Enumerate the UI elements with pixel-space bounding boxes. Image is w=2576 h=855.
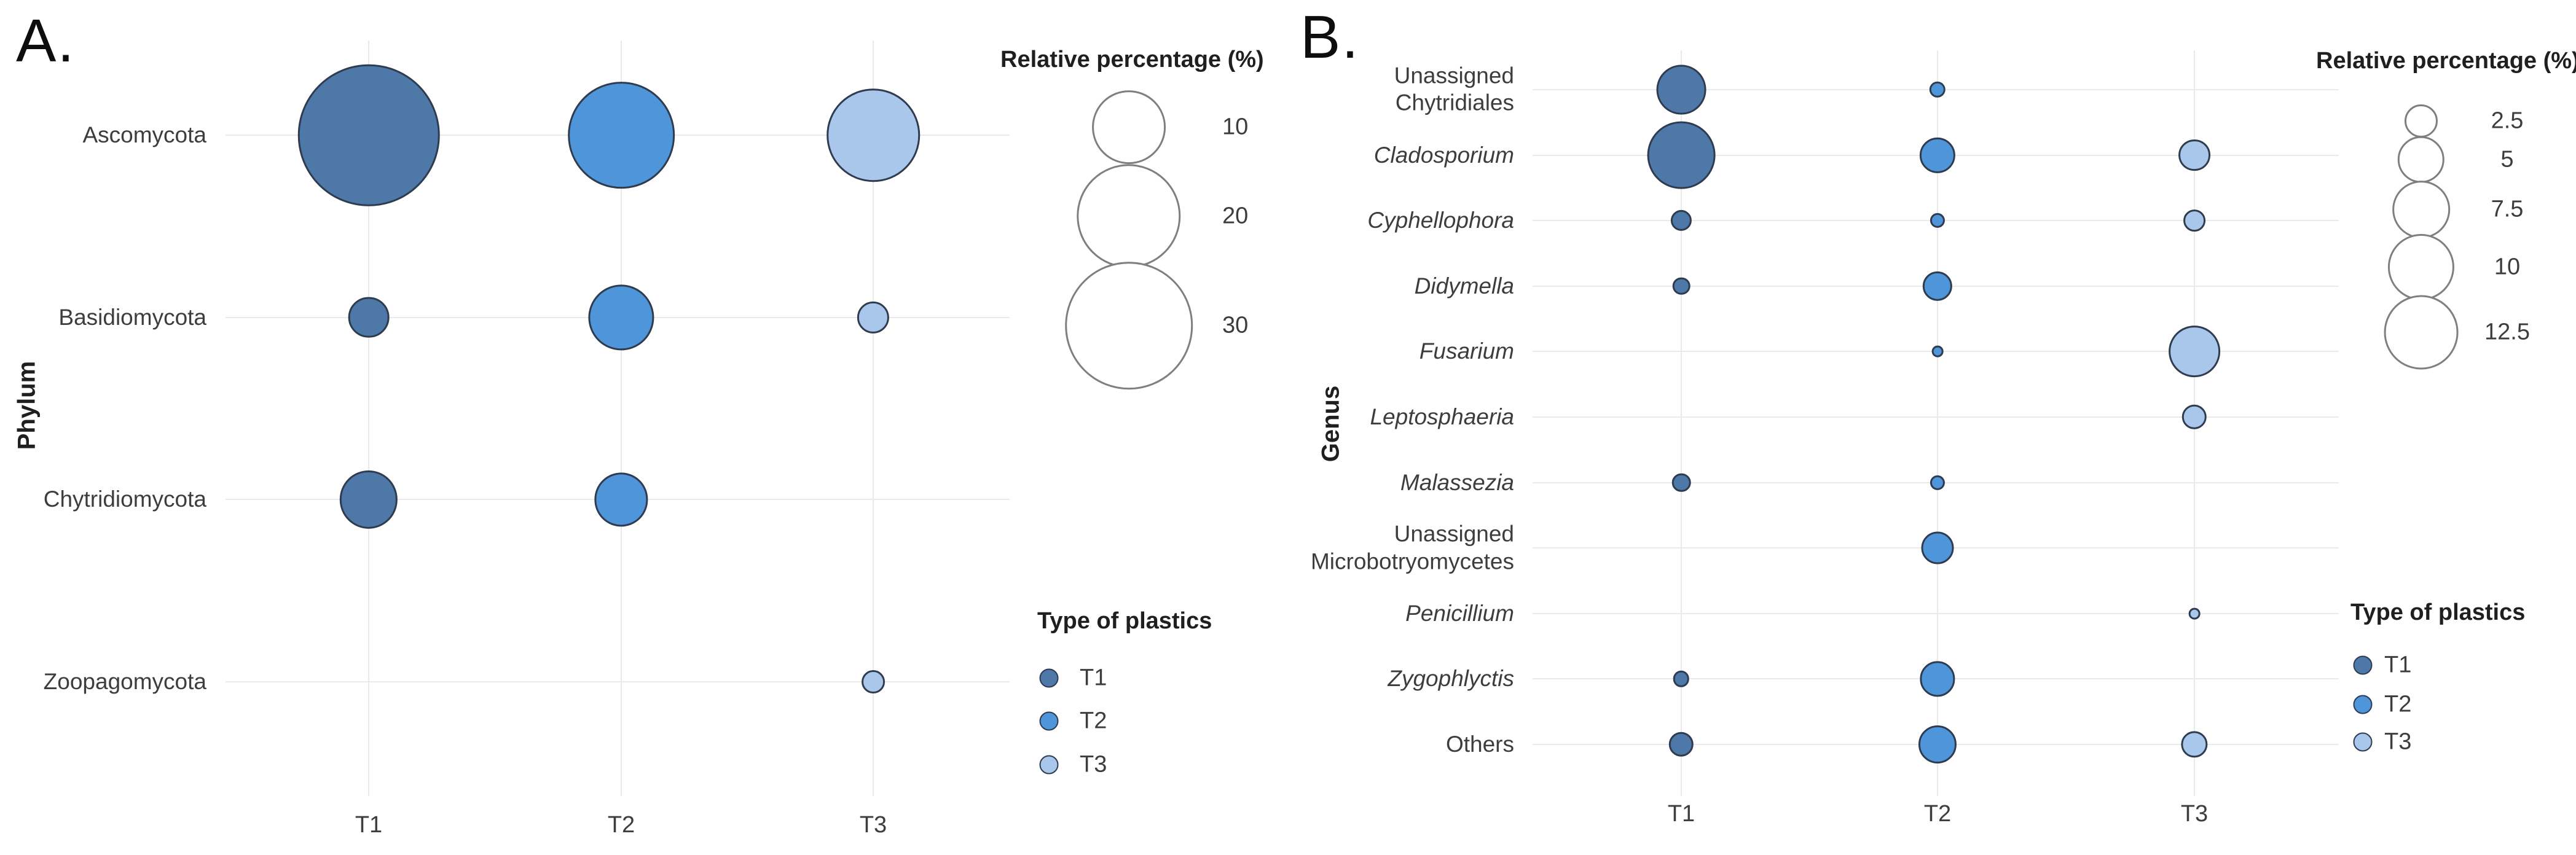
bubble-t2 — [1931, 346, 1944, 357]
size-legend-value: 10 — [2494, 254, 2521, 280]
gridline-vertical — [1937, 50, 1938, 796]
row-label: Basidiomycota — [58, 304, 206, 330]
size-legend-value: 5 — [2500, 146, 2514, 173]
x-tick-label: T3 — [859, 812, 887, 838]
size-legend-circle — [1092, 90, 1166, 164]
row-label: Penicillium — [1405, 600, 1514, 626]
size-legend-value: 30 — [1222, 312, 1249, 338]
panel-b-y-axis-title: Genus — [1317, 385, 1345, 463]
legend-dot-t1 — [2353, 655, 2373, 675]
bubble-t1 — [339, 470, 398, 529]
bubble-t2 — [1930, 475, 1946, 490]
bubble-t1 — [1647, 121, 1716, 189]
gridline-horizontal — [1533, 416, 2339, 418]
bubble-t2 — [1922, 271, 1953, 301]
gridline-horizontal — [1533, 612, 2339, 614]
bubble-t2 — [594, 472, 648, 526]
bubble-t3 — [2178, 139, 2210, 171]
bubble-t1 — [1668, 732, 1694, 757]
bubble-t2 — [1918, 725, 1957, 764]
legend-dot-t2 — [1039, 711, 1059, 731]
bubble-t1 — [1672, 277, 1690, 295]
bubble-t3 — [857, 301, 890, 334]
gridline-vertical — [621, 41, 622, 796]
legend-dot-label: T2 — [1080, 708, 1107, 734]
legend-dot-label: T1 — [2384, 652, 2412, 678]
size-legend-value: 10 — [1222, 114, 1249, 140]
x-tick-label: T1 — [1667, 801, 1695, 827]
bubble-t3 — [2181, 731, 2208, 758]
row-label: Fusarium — [1419, 338, 1514, 364]
row-label: Cladosporium — [1373, 142, 1514, 168]
gridline-vertical — [368, 41, 369, 796]
bubble-t3 — [2188, 607, 2201, 620]
bubble-t3 — [827, 88, 920, 182]
bubble-t1 — [1671, 473, 1691, 492]
bubble-t2 — [1920, 661, 1955, 697]
panel-a-size-legend-title: Relative percentage (%) — [1000, 47, 1264, 72]
legend-dot-label: T2 — [2384, 691, 2412, 717]
bubble-t1 — [1670, 210, 1692, 232]
bubble-t1 — [348, 297, 390, 338]
size-legend-value: 2.5 — [2491, 107, 2524, 134]
bubble-t2 — [1921, 531, 1954, 564]
size-legend-value: 12.5 — [2484, 319, 2530, 345]
row-label: Chytridiomycota — [43, 486, 206, 512]
legend-dot-t3 — [2353, 732, 2373, 752]
bubble-t2 — [1929, 81, 1946, 98]
bubble-t2 — [1919, 137, 1956, 173]
bubble-t3 — [2181, 404, 2207, 430]
bubble-t1 — [1673, 671, 1690, 687]
bubble-t2 — [1930, 213, 1946, 228]
bubble-t2 — [588, 284, 654, 351]
size-legend-value: 20 — [1222, 203, 1249, 229]
x-tick-label: T3 — [2180, 801, 2209, 827]
panel-b-color-legend-title: Type of plastics — [2350, 599, 2526, 625]
row-label: Zygophlyctis — [1388, 666, 1514, 692]
size-legend-circle — [2404, 104, 2438, 138]
gridline-vertical — [1681, 50, 1682, 796]
bubble-t1 — [1656, 64, 1706, 115]
row-label: Leptosphaeria — [1370, 404, 1514, 429]
bubble-t3 — [862, 670, 885, 693]
row-label: Cyphellophora — [1367, 207, 1514, 233]
panel-b-letter: B. — [1300, 3, 1360, 71]
row-label: Ascomycota — [82, 122, 206, 147]
panel-a-letter: A. — [16, 7, 76, 74]
bubble-t2 — [568, 82, 675, 189]
x-tick-label: T2 — [1923, 801, 1952, 827]
size-legend-circle — [2387, 233, 2455, 301]
legend-dot-label: T1 — [1080, 665, 1107, 691]
legend-dot-t3 — [1039, 755, 1059, 775]
row-label: Unassigned Chytridiales — [1394, 63, 1514, 115]
bubble-t3 — [2183, 209, 2205, 232]
row-label: Others — [1445, 731, 1514, 757]
panel-b-size-legend-title: Relative percentage (%) — [2316, 48, 2576, 74]
row-label: Malassezia — [1400, 469, 1514, 495]
row-label: Zoopagomycota — [43, 668, 206, 694]
x-tick-label: T1 — [355, 812, 383, 838]
row-label: Unassigned Microbotryomycetes — [1310, 521, 1514, 574]
bubble-t3 — [2169, 326, 2220, 378]
legend-dot-t1 — [1039, 668, 1059, 688]
size-legend-circle — [1077, 164, 1181, 268]
legend-dot-label: T3 — [2384, 728, 2412, 755]
legend-dot-label: T3 — [1080, 751, 1107, 778]
size-legend-circle — [2384, 295, 2459, 370]
size-legend-circle — [1065, 262, 1193, 389]
size-legend-circle — [2397, 136, 2445, 184]
gridline-horizontal — [226, 681, 1010, 682]
x-tick-label: T2 — [607, 812, 635, 838]
gridline-vertical — [873, 41, 874, 796]
legend-dot-t2 — [2353, 695, 2373, 714]
row-label: Didymella — [1414, 273, 1514, 299]
size-legend-value: 7.5 — [2491, 196, 2524, 222]
bubble-t1 — [297, 64, 440, 206]
panel-a-color-legend-title: Type of plastics — [1037, 608, 1212, 634]
size-legend-circle — [2392, 181, 2450, 238]
